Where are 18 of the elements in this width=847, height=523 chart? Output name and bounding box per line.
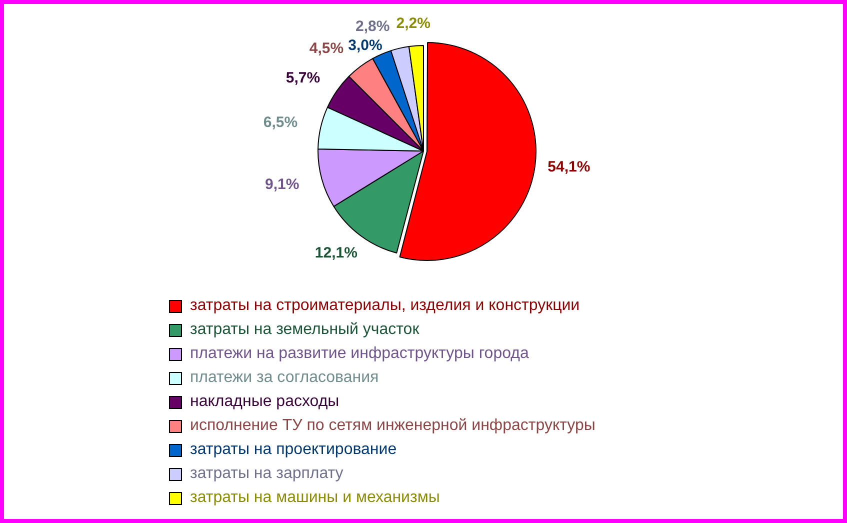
legend-label: платежи за согласования	[190, 368, 379, 388]
data-label: 6,5%	[263, 114, 298, 131]
legend-label: затраты на проектирование	[190, 440, 397, 460]
legend-label: затраты на земельный участок	[190, 320, 420, 340]
legend-label: накладные расходы	[190, 392, 340, 412]
legend-label: затраты на строиматериалы, изделия и конструкции	[190, 296, 580, 316]
data-label: 12,1%	[314, 244, 358, 262]
data-label: 5,7%	[286, 69, 320, 86]
legend-label: затраты на зарплату	[190, 464, 344, 484]
legend-label: затраты на машины и механизмы	[190, 488, 440, 508]
data-label: 9,1%	[264, 176, 300, 193]
data-label: 2,2%	[396, 14, 430, 32]
data-label: 3,0%	[348, 37, 382, 54]
data-label: 54,1%	[548, 158, 590, 176]
data-label: 2,8%	[356, 18, 390, 35]
data-label: 4,5%	[309, 40, 344, 58]
legend-label: исполнение ТУ по сетям инженерной инфраструктуры	[190, 416, 596, 436]
legend-label: платежи на развитие инфраструктуры города	[190, 344, 529, 364]
